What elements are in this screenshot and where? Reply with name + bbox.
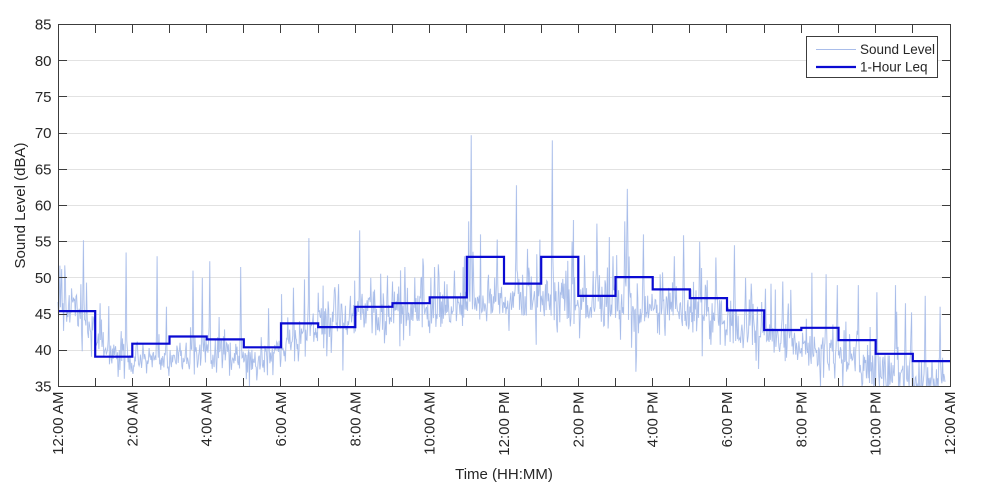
svg-text:Time (HH:MM): Time (HH:MM) [455, 466, 553, 483]
svg-text:12:00 PM: 12:00 PM [496, 392, 513, 456]
svg-text:10:00 PM: 10:00 PM [868, 392, 885, 456]
svg-text:Sound Level: Sound Level [860, 42, 935, 57]
svg-text:70: 70 [35, 125, 52, 142]
svg-text:12:00 AM: 12:00 AM [50, 392, 67, 455]
svg-text:80: 80 [35, 53, 52, 70]
svg-text:4:00 PM: 4:00 PM [645, 392, 662, 448]
svg-text:8:00 PM: 8:00 PM [793, 392, 810, 448]
svg-text:35: 35 [35, 378, 52, 395]
svg-text:10:00 AM: 10:00 AM [422, 392, 439, 455]
svg-text:6:00 AM: 6:00 AM [273, 392, 290, 447]
svg-text:2:00 AM: 2:00 AM [124, 392, 141, 447]
svg-text:8:00 AM: 8:00 AM [347, 392, 364, 447]
svg-text:2:00 PM: 2:00 PM [570, 392, 587, 448]
svg-text:1-Hour Leq: 1-Hour Leq [860, 60, 928, 75]
svg-text:75: 75 [35, 89, 52, 106]
svg-text:40: 40 [35, 342, 52, 359]
svg-text:65: 65 [35, 161, 52, 178]
svg-text:85: 85 [35, 17, 52, 34]
svg-text:60: 60 [35, 198, 52, 215]
svg-text:4:00 AM: 4:00 AM [199, 392, 216, 447]
svg-text:12:00 AM: 12:00 AM [942, 392, 959, 455]
svg-text:45: 45 [35, 306, 52, 323]
svg-text:6:00 PM: 6:00 PM [719, 392, 736, 448]
svg-text:Sound Level (dBA): Sound Level (dBA) [12, 143, 29, 269]
svg-text:55: 55 [35, 234, 52, 251]
svg-text:50: 50 [35, 270, 52, 287]
